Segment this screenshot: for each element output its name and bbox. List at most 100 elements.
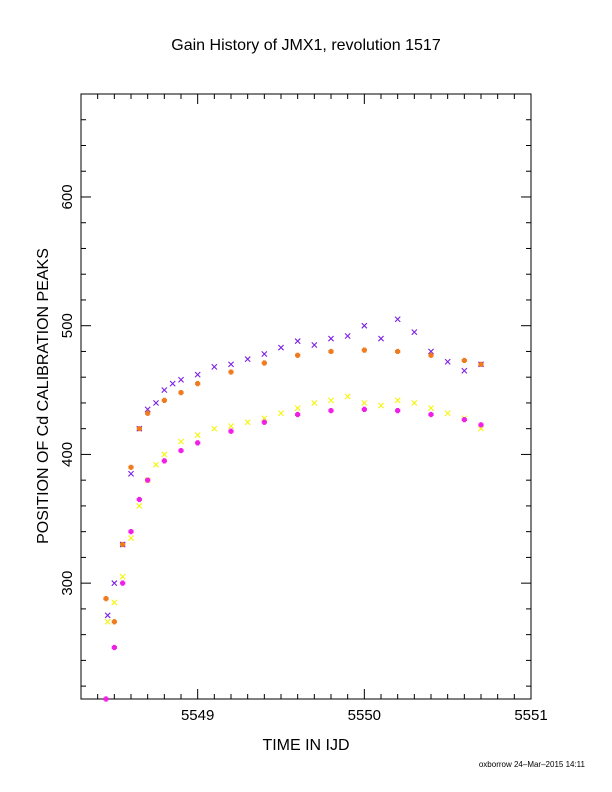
data-point <box>411 399 418 406</box>
data-point <box>103 595 109 602</box>
series-0 <box>104 316 484 619</box>
data-point <box>136 426 142 432</box>
data-point <box>444 358 451 365</box>
data-point <box>361 406 367 412</box>
data-point <box>428 411 434 418</box>
data-point <box>228 361 234 368</box>
data-point <box>394 316 401 323</box>
data-point <box>211 425 218 432</box>
data-point <box>104 618 111 625</box>
data-point <box>136 496 142 503</box>
series-1 <box>104 393 484 625</box>
data-point <box>428 348 434 355</box>
y-tick-label: 500 <box>59 313 76 338</box>
chart-title: Gain History of JMX1, revolution 1517 <box>171 37 441 54</box>
data-point <box>244 419 251 426</box>
data-point <box>344 333 351 339</box>
data-point <box>120 541 126 548</box>
data-point <box>145 477 151 483</box>
series-3 <box>103 406 484 702</box>
data-point <box>295 411 301 418</box>
data-point <box>128 535 134 542</box>
data-point <box>278 344 284 351</box>
data-point <box>361 322 368 329</box>
data-point <box>444 410 451 417</box>
data-point <box>411 329 418 336</box>
data-point <box>361 399 368 406</box>
data-point <box>261 360 267 366</box>
data-point <box>294 338 301 345</box>
data-point <box>111 644 117 651</box>
data-point <box>395 348 401 355</box>
data-point <box>328 397 334 404</box>
data-point <box>378 335 384 342</box>
data-point <box>195 440 201 446</box>
data-point <box>328 408 334 414</box>
data-point <box>194 432 201 439</box>
y-tick-label: 300 <box>59 571 76 596</box>
series-2 <box>103 347 484 625</box>
data-point <box>119 573 126 580</box>
data-point <box>169 380 176 387</box>
data-point <box>128 529 134 535</box>
footer-credit: oxborrow 24–Mar–2015 14:11 <box>478 760 585 769</box>
chart-marks <box>103 316 484 702</box>
data-point <box>178 390 184 396</box>
data-point <box>136 502 143 509</box>
data-point <box>261 415 268 422</box>
data-point <box>153 461 159 468</box>
data-point <box>128 464 134 470</box>
data-point <box>478 425 484 432</box>
data-point <box>120 580 126 586</box>
data-point <box>395 408 401 414</box>
y-tick-label: 600 <box>59 184 76 209</box>
data-point <box>428 352 434 358</box>
data-point <box>161 458 167 464</box>
data-point <box>311 399 318 406</box>
data-point <box>153 399 159 406</box>
data-point <box>111 619 117 625</box>
x-tick-label: 5550 <box>348 707 381 724</box>
data-point <box>228 369 234 375</box>
data-point <box>144 406 151 413</box>
data-point <box>461 417 467 423</box>
x-tick-label: 5551 <box>514 707 547 724</box>
data-point <box>478 422 484 428</box>
data-point <box>311 342 318 348</box>
data-point <box>194 371 201 378</box>
data-point <box>111 599 118 606</box>
data-point <box>261 351 268 358</box>
data-point <box>461 367 468 374</box>
y-axis-label: POSITION OF Cd CALIBRATION PEAKS <box>35 248 52 544</box>
data-point <box>295 352 301 358</box>
data-point <box>178 376 184 383</box>
data-point <box>178 447 184 454</box>
data-point <box>111 580 118 587</box>
x-axis-label: TIME IN IJD <box>262 737 350 754</box>
data-point <box>361 347 367 353</box>
data-point <box>461 357 467 364</box>
data-point <box>328 335 334 342</box>
data-point <box>228 428 234 434</box>
data-point <box>394 397 401 404</box>
data-point <box>478 361 484 367</box>
data-point <box>178 438 184 445</box>
data-point <box>294 405 301 412</box>
y-tick-label: 400 <box>59 442 76 467</box>
data-point <box>104 612 111 619</box>
plot-frame <box>80 93 532 700</box>
x-tick-label: 5549 <box>181 707 214 724</box>
data-point <box>344 393 351 400</box>
data-point <box>228 423 234 430</box>
data-point <box>261 419 267 425</box>
data-point <box>161 451 168 458</box>
data-point <box>378 402 384 409</box>
data-point <box>211 363 218 370</box>
data-point <box>145 410 151 416</box>
data-point <box>428 405 434 412</box>
data-point <box>161 387 168 394</box>
data-point <box>278 410 284 417</box>
data-point <box>244 356 251 363</box>
data-point <box>161 397 167 403</box>
